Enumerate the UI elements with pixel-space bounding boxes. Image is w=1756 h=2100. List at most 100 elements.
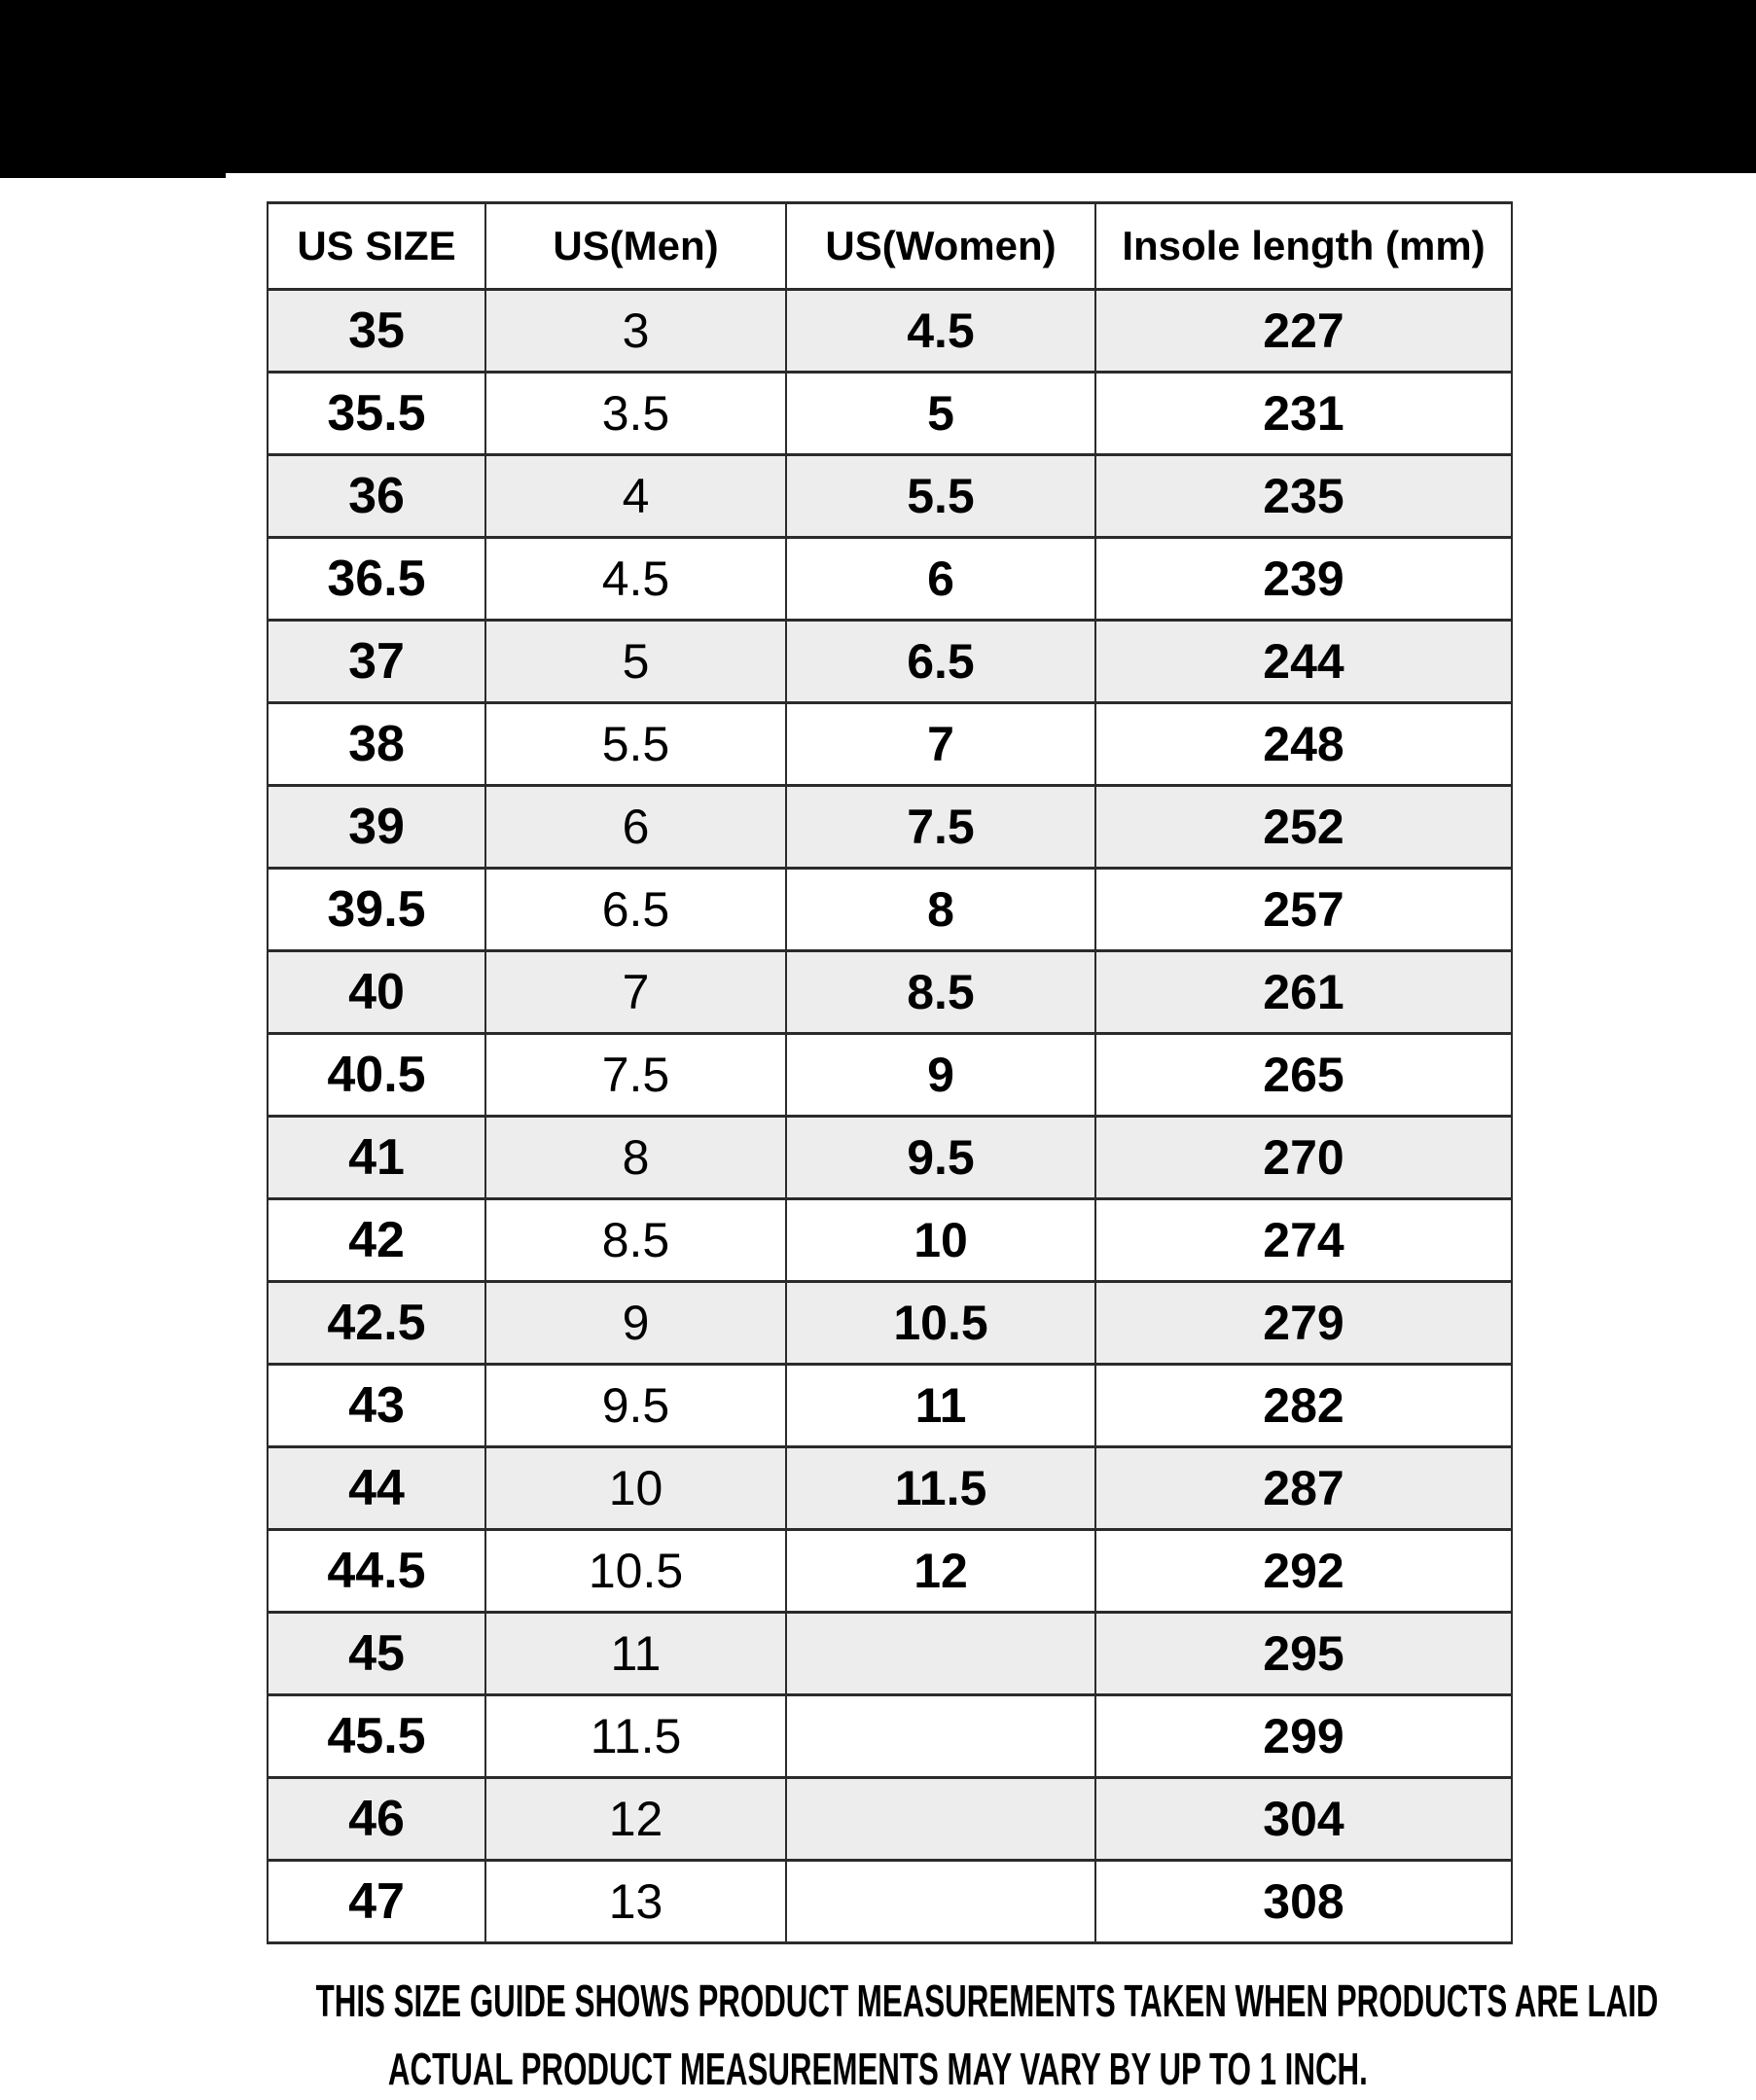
table-row: 41 8 9.5 270 [267,1115,1513,1200]
cell-us-size: 41 [267,1115,486,1200]
cell-us-women: 10 [785,1197,1096,1283]
table-row: 42 8.5 10 274 [267,1197,1513,1283]
cell-us-women: 11 [785,1363,1096,1448]
table-row: 40 7 8.5 261 [267,949,1513,1035]
cell-insole-length: 282 [1094,1363,1513,1448]
table-row: 44.5 10.5 12 292 [267,1528,1513,1614]
cell-us-women: 7 [785,701,1096,787]
cell-us-size: 44 [267,1445,486,1531]
cell-us-women: 12 [785,1528,1096,1614]
table-row: 45 11 295 [267,1611,1513,1696]
cell-insole-length: 265 [1094,1032,1513,1118]
cell-us-size: 45 [267,1611,486,1696]
cell-us-size: 35 [267,288,486,374]
table-row: 45.5 11.5 299 [267,1693,1513,1779]
cell-us-women: 5 [785,371,1096,456]
cell-us-men: 4 [484,453,787,539]
cell-us-size: 39.5 [267,867,486,952]
table-row: 39.5 6.5 8 257 [267,867,1513,952]
cell-us-women: 8.5 [785,949,1096,1035]
table-row: 39 6 7.5 252 [267,784,1513,870]
cell-insole-length: 299 [1094,1693,1513,1779]
table-row: 43 9.5 11 282 [267,1363,1513,1448]
cell-us-men: 3 [484,288,787,374]
cell-us-size: 46 [267,1776,486,1862]
table-row: 46 12 304 [267,1776,1513,1862]
disclaimer-text-1: THIS SIZE GUIDE SHOWS PRODUCT MEASUREMEN… [315,1975,1659,2026]
table-row: 47 13 308 [267,1859,1513,1944]
table-row: 37 5 6.5 244 [267,619,1513,704]
cell-us-men: 6.5 [484,867,787,952]
cell-insole-length: 279 [1094,1280,1513,1366]
cell-insole-length: 270 [1094,1115,1513,1200]
cell-us-size: 36.5 [267,536,486,622]
cell-us-size: 38 [267,701,486,787]
header-insole-length: Insole length (mm) [1094,201,1513,291]
cell-us-women: 6.5 [785,619,1096,704]
cell-us-size: 43 [267,1363,486,1448]
cell-us-men: 12 [484,1776,787,1862]
cell-us-men: 9 [484,1280,787,1366]
table-row: 44 10 11.5 287 [267,1445,1513,1531]
cell-us-women [785,1776,1096,1862]
size-chart-table: US SIZE US(Men) US(Women) Insole length … [267,201,1513,1944]
cell-us-men: 5.5 [484,701,787,787]
cell-insole-length: 261 [1094,949,1513,1035]
cell-us-women: 11.5 [785,1445,1096,1531]
cell-insole-length: 274 [1094,1197,1513,1283]
disclaimer-line-1: THIS SIZE GUIDE SHOWS PRODUCT MEASUREMEN… [0,1975,1756,2043]
cell-insole-length: 227 [1094,288,1513,374]
cell-us-women [785,1693,1096,1779]
table-row: 38 5.5 7 248 [267,701,1513,787]
cell-us-men: 7 [484,949,787,1035]
cell-us-size: 42 [267,1197,486,1283]
cell-us-women [785,1859,1096,1944]
header-us-women: US(Women) [785,201,1096,291]
header-us-size: US SIZE [267,201,486,291]
cell-us-men: 9.5 [484,1363,787,1448]
cell-us-women: 8 [785,867,1096,952]
top-black-banner [0,0,1756,178]
cell-us-men: 10 [484,1445,787,1531]
disclaimer: THIS SIZE GUIDE SHOWS PRODUCT MEASUREMEN… [0,1975,1756,2100]
cell-us-women: 4.5 [785,288,1096,374]
cell-us-men: 11 [484,1611,787,1696]
cell-us-size: 36 [267,453,486,539]
cell-insole-length: 231 [1094,371,1513,456]
cell-insole-length: 295 [1094,1611,1513,1696]
table-row: 35 3 4.5 227 [267,288,1513,374]
cell-us-women: 9.5 [785,1115,1096,1200]
cell-insole-length: 308 [1094,1859,1513,1944]
cell-us-women: 9 [785,1032,1096,1118]
cell-us-size: 39 [267,784,486,870]
cell-insole-length: 244 [1094,619,1513,704]
cell-insole-length: 257 [1094,867,1513,952]
cell-us-size: 40 [267,949,486,1035]
cell-us-size: 47 [267,1859,486,1944]
cell-us-men: 8 [484,1115,787,1200]
cell-us-size: 44.5 [267,1528,486,1614]
cell-insole-length: 292 [1094,1528,1513,1614]
cell-us-women: 5.5 [785,453,1096,539]
cell-insole-length: 239 [1094,536,1513,622]
cell-us-men: 5 [484,619,787,704]
cell-insole-length: 304 [1094,1776,1513,1862]
cell-us-men: 3.5 [484,371,787,456]
cell-insole-length: 235 [1094,453,1513,539]
disclaimer-text-2: ACTUAL PRODUCT MEASUREMENTS MAY VARY BY … [388,2044,1368,2094]
cell-us-men: 13 [484,1859,787,1944]
cell-us-men: 10.5 [484,1528,787,1614]
cell-insole-length: 252 [1094,784,1513,870]
disclaimer-line-2: ACTUAL PRODUCT MEASUREMENTS MAY VARY BY … [0,2043,1756,2100]
cell-us-women: 10.5 [785,1280,1096,1366]
table-row: 36.5 4.5 6 239 [267,536,1513,622]
cell-us-women: 6 [785,536,1096,622]
cell-us-size: 45.5 [267,1693,486,1779]
cell-insole-length: 287 [1094,1445,1513,1531]
cell-us-men: 6 [484,784,787,870]
cell-us-size: 35.5 [267,371,486,456]
cell-us-size: 40.5 [267,1032,486,1118]
cell-us-women [785,1611,1096,1696]
table-row: 35.5 3.5 5 231 [267,371,1513,456]
